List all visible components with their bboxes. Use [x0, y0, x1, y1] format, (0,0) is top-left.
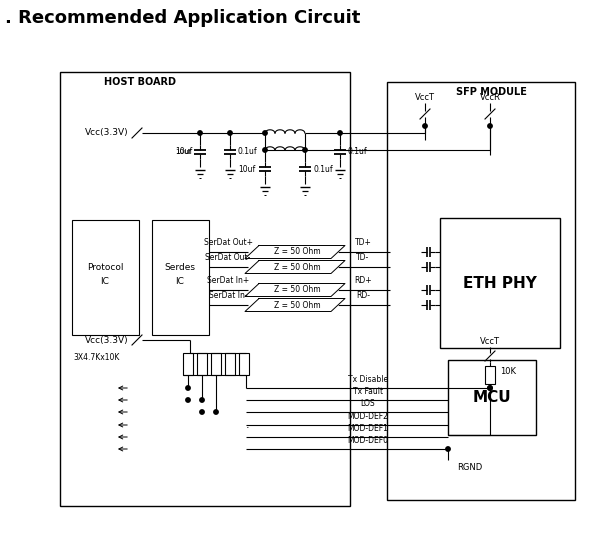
Polygon shape	[245, 299, 345, 312]
Bar	[239, 353, 249, 375]
Bar	[152, 220, 209, 335]
Polygon shape	[245, 260, 345, 273]
Text: 0.1uf: 0.1uf	[348, 147, 368, 155]
Circle shape	[228, 131, 232, 135]
Text: SerDat In-: SerDat In-	[209, 291, 248, 300]
Circle shape	[488, 386, 492, 390]
Text: MOD-DEF2: MOD-DEF2	[347, 412, 389, 421]
Bar	[225, 353, 235, 375]
Circle shape	[263, 131, 267, 135]
Circle shape	[186, 386, 190, 390]
Text: MOD-DEF0: MOD-DEF0	[347, 436, 389, 445]
Circle shape	[488, 386, 492, 390]
Text: MOD-DEF1: MOD-DEF1	[347, 424, 389, 433]
Bar	[387, 82, 575, 500]
Text: Vcc(3.3V): Vcc(3.3V)	[85, 128, 129, 137]
Text: Z = 50 Ohm: Z = 50 Ohm	[274, 286, 321, 294]
Text: Z = 50 Ohm: Z = 50 Ohm	[274, 247, 321, 257]
Bar	[485, 366, 495, 384]
Circle shape	[488, 124, 492, 128]
Text: TD-: TD-	[356, 253, 370, 262]
Bar	[72, 220, 139, 335]
Text: MCU: MCU	[472, 390, 511, 405]
Text: Protocol: Protocol	[87, 264, 123, 273]
Text: TD+: TD+	[355, 238, 371, 247]
Text: 10uf: 10uf	[238, 164, 255, 174]
Text: IC: IC	[176, 278, 184, 287]
Text: . Recommended Application Circuit: . Recommended Application Circuit	[5, 9, 361, 27]
Circle shape	[214, 410, 218, 414]
Text: Vcc(3.3V): Vcc(3.3V)	[85, 335, 129, 344]
Circle shape	[423, 124, 427, 128]
Text: Tx Fault: Tx Fault	[353, 387, 383, 396]
Circle shape	[186, 398, 190, 402]
Text: RGND: RGND	[457, 464, 483, 473]
Polygon shape	[245, 245, 345, 259]
Bar	[183, 353, 193, 375]
Circle shape	[198, 131, 202, 135]
Text: .: .	[246, 420, 250, 430]
Text: ETH PHY: ETH PHY	[463, 275, 537, 291]
Bar	[197, 353, 207, 375]
Text: 10uf: 10uf	[175, 149, 191, 155]
Bar	[440, 218, 560, 348]
Text: Serdes: Serdes	[164, 264, 196, 273]
Text: VccT: VccT	[415, 93, 435, 102]
Text: RD+: RD+	[354, 276, 372, 285]
Text: SerDat Out+: SerDat Out+	[203, 238, 252, 247]
Circle shape	[338, 131, 342, 135]
Bar	[211, 353, 221, 375]
Circle shape	[263, 148, 267, 152]
Text: RD-: RD-	[356, 291, 370, 300]
Circle shape	[200, 398, 204, 402]
Text: VccR: VccR	[480, 93, 501, 102]
Text: 0.1uf: 0.1uf	[313, 164, 332, 174]
Polygon shape	[245, 284, 345, 296]
Circle shape	[446, 447, 450, 451]
Text: 0.1uf: 0.1uf	[238, 147, 258, 155]
Circle shape	[303, 148, 307, 152]
Text: Z = 50 Ohm: Z = 50 Ohm	[274, 301, 321, 309]
Text: SFP MODULE: SFP MODULE	[456, 87, 526, 97]
Text: 3X4.7Kx10K: 3X4.7Kx10K	[73, 354, 120, 363]
Text: SerDat Out-: SerDat Out-	[205, 253, 251, 262]
Text: SerDat In+: SerDat In+	[207, 276, 249, 285]
Bar	[60, 72, 350, 506]
Text: Z = 50 Ohm: Z = 50 Ohm	[274, 262, 321, 272]
Bar	[448, 360, 536, 435]
Circle shape	[200, 410, 204, 414]
Text: IC: IC	[100, 278, 109, 287]
Text: 10K: 10K	[500, 368, 516, 377]
Text: Tx Disable: Tx Disable	[348, 375, 388, 384]
Text: VccT: VccT	[480, 337, 500, 347]
Text: 10uf: 10uf	[175, 147, 192, 155]
Text: HOST BOARD: HOST BOARD	[104, 77, 176, 87]
Text: LOS: LOS	[361, 399, 376, 408]
